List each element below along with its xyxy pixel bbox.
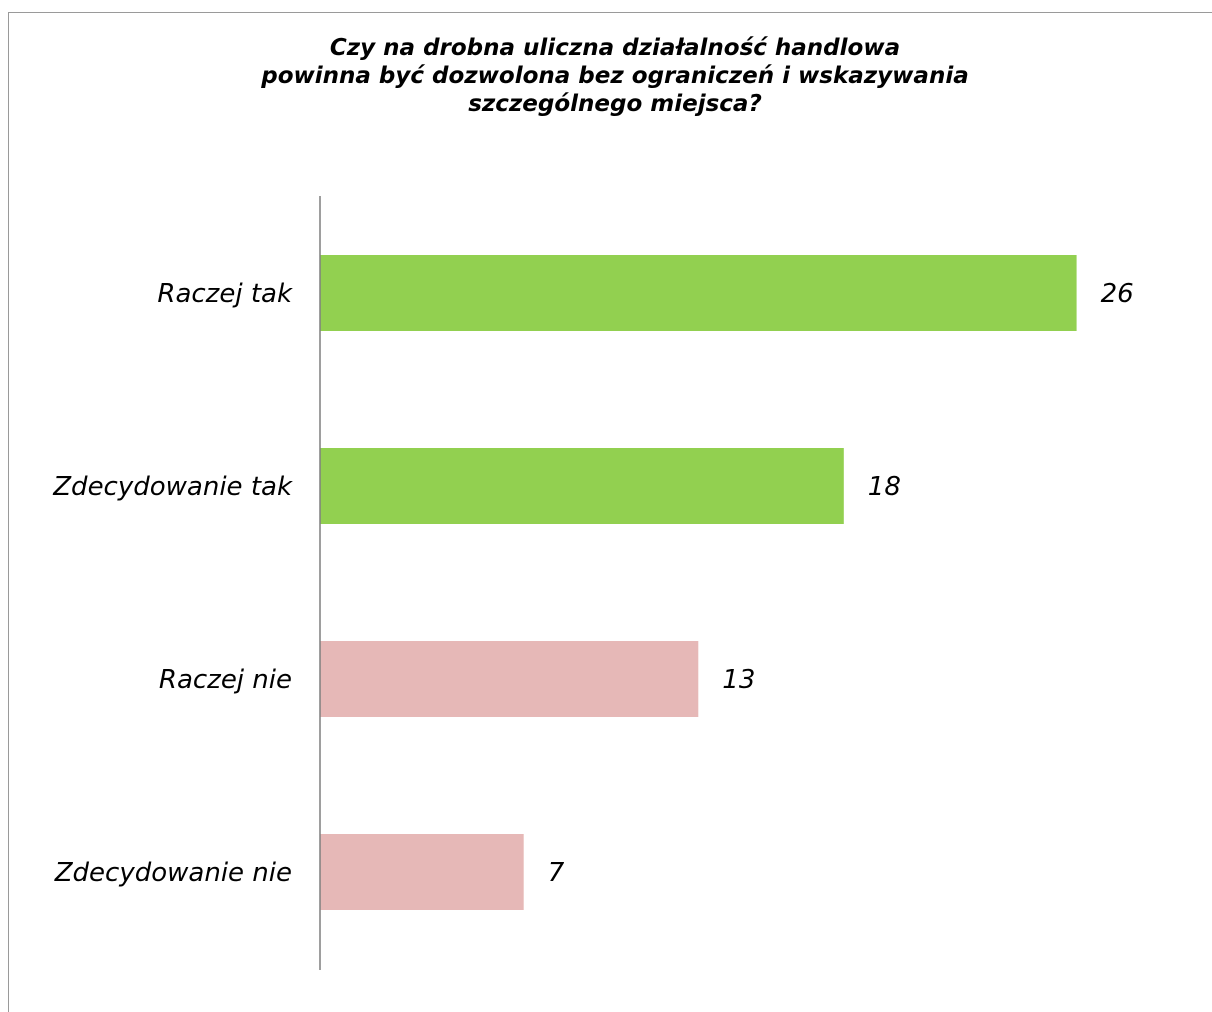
- category-label-1: Zdecydowanie tak: [52, 472, 293, 502]
- category-label-3: Zdecydowanie nie: [54, 858, 292, 888]
- bar-1: [320, 448, 844, 524]
- bar-3: [320, 834, 524, 910]
- chart-title-line-1: Czy na drobna uliczna działalność handlo…: [329, 35, 901, 61]
- chart-frame: [8, 12, 1212, 1012]
- bar-2: [320, 641, 699, 717]
- data-label-2: 13: [722, 665, 755, 695]
- bar-0: [320, 255, 1077, 331]
- category-label-2: Raczej nie: [159, 665, 292, 695]
- data-label-0: 26: [1101, 279, 1134, 309]
- data-label-1: 18: [868, 472, 901, 502]
- chart-title-line-3: szczególnego miejsca?: [468, 91, 762, 117]
- chart-title: Czy na drobna uliczna działalność handlo…: [0, 34, 1212, 118]
- data-label-3: 7: [548, 858, 565, 888]
- bar-chart-plot: Raczej tak 26 Zdecydowanie tak 18 Raczej nie…: [52, 196, 1134, 970]
- chart-title-line-2: powinna być dozwolona bez ograniczeń i w…: [261, 63, 969, 89]
- category-label-0: Raczej tak: [157, 279, 293, 309]
